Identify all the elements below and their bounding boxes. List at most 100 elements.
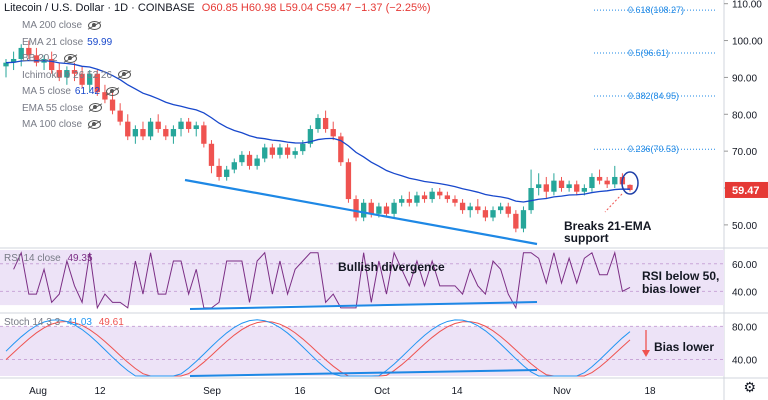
price-tick-label: 70.00 [732,147,757,158]
settings-gear-icon[interactable]: ⚙ [743,379,756,395]
price-tick-label: 110.00 [732,0,762,11]
candle-body [216,165,222,177]
indicator-name: MA 100 close [22,119,83,130]
candle-body [284,147,291,155]
hidden-eye-icon[interactable] [88,119,102,129]
price-badge-label: 59.47 [732,185,760,197]
indicator-row[interactable]: EMA 55 close [22,102,103,114]
price-tick-label: 90.00 [732,73,757,84]
candle-body [543,184,549,192]
candle-body [140,129,146,137]
indicator-row[interactable]: MA 200 close [22,20,102,31]
fib-level-label: 0.618(108.27) [628,5,684,15]
candle-body [224,169,230,177]
breakout-circle [621,171,639,195]
candle-body [109,99,116,111]
candle-body [330,129,336,137]
hidden-eye-icon[interactable] [88,20,102,30]
price-badge [725,181,768,198]
candle-body [277,147,283,155]
price-tick-label: 50.00 [732,221,757,232]
candle-body [315,117,321,130]
time-tick-label: 12 [94,386,106,397]
candle-body [48,58,55,71]
symbol-title[interactable]: Litecoin / U.S. Dollar · 1D · COINBASE [4,2,195,14]
indicator-value: 59.99 [87,36,113,48]
time-tick-label: 14 [451,386,463,397]
candle-body [102,92,108,100]
stoch-k-value: 41.03 [66,317,92,328]
chart-header: Litecoin / U.S. Dollar · 1D · COINBASE O… [4,2,431,14]
indicator-name: EMA 21 close [22,36,84,48]
hidden-eye-icon[interactable] [63,53,77,63]
candle-body [231,162,237,170]
candle-body [437,191,443,196]
candle-body [201,125,207,144]
time-tick-label: Sep [203,386,221,397]
candle-body [551,180,557,192]
candle-body [155,121,161,130]
stoch-header: Stoch 14 3 3 41.03 49.61 [4,317,124,328]
candle-body [589,176,595,189]
candle-body [513,213,519,229]
candle-body [566,184,572,189]
candle-body [185,121,192,130]
candle-body [467,206,473,211]
time-tick-label: Aug [29,386,47,397]
stoch-label[interactable]: Stoch 14 3 3 [4,317,61,328]
candle-body [246,154,253,166]
candle-body [520,210,527,229]
time-tick-label: Oct [374,386,390,397]
indicator-name: Ichimoku 9 26 52 26 [22,69,113,81]
price-tick-label: 100.00 [732,37,763,48]
hidden-eye-icon[interactable] [105,86,119,96]
rsi-divergence-line [189,301,538,310]
ohlc-values: O60.85 H60.98 L59.04 C59.47 −1.37 (−2.25… [201,2,431,14]
stoch-d-value: 49.61 [98,317,124,328]
fib-level-label: 0.382(84.95) [628,91,679,101]
indicator-row[interactable]: EMA 21 close 59.99 [22,37,112,48]
candle-body [627,184,633,190]
indicator-name: MA 5 close [22,86,71,97]
candle-body [163,129,169,137]
candle-body [452,199,458,203]
candle-body [178,121,184,130]
indicator-name: EMA 55 close [22,102,84,114]
rsi-band [0,250,724,306]
indicator-row[interactable]: MA 100 close [22,119,102,130]
candle-body [399,199,405,203]
candle-body [262,147,268,159]
candle-body [300,143,306,152]
time-tick-label: Nov [553,386,571,397]
rsi-label[interactable]: RSI 14 close [4,253,61,264]
candle-body [338,136,344,163]
indicator-row[interactable]: MA 5 close 61.42 [22,86,119,97]
candle-body [497,206,504,211]
candle-body [475,206,481,211]
indicator-row[interactable]: BB 20 2 [22,53,77,64]
candle-body [353,199,359,218]
candle-body [558,180,565,189]
annotation-stoch-note: Bias lower [654,340,715,354]
indicator-value: 61.42 [74,86,100,97]
candle-body [581,188,588,192]
hidden-eye-icon[interactable] [118,70,132,80]
candle-body [132,129,139,137]
indicator-row[interactable]: Ichimoku 9 26 52 26 [22,69,132,81]
rsi-tick-label: 40.00 [732,287,757,298]
candle-body [64,70,70,78]
fib-level-label: 0.236(70.53) [628,144,679,154]
hidden-eye-icon[interactable] [89,103,103,113]
time-tick-label: 18 [644,386,656,397]
stoch-d-line [5,320,631,377]
candle-body [612,176,618,185]
candle-body [490,210,496,218]
candle-body [345,162,352,200]
candle-body [307,129,314,144]
candle-body [536,184,542,189]
candle-body [254,158,260,166]
candle-body [292,151,298,155]
fib-level-label: 0.5(96.61) [628,48,669,58]
candle-body [33,55,40,63]
